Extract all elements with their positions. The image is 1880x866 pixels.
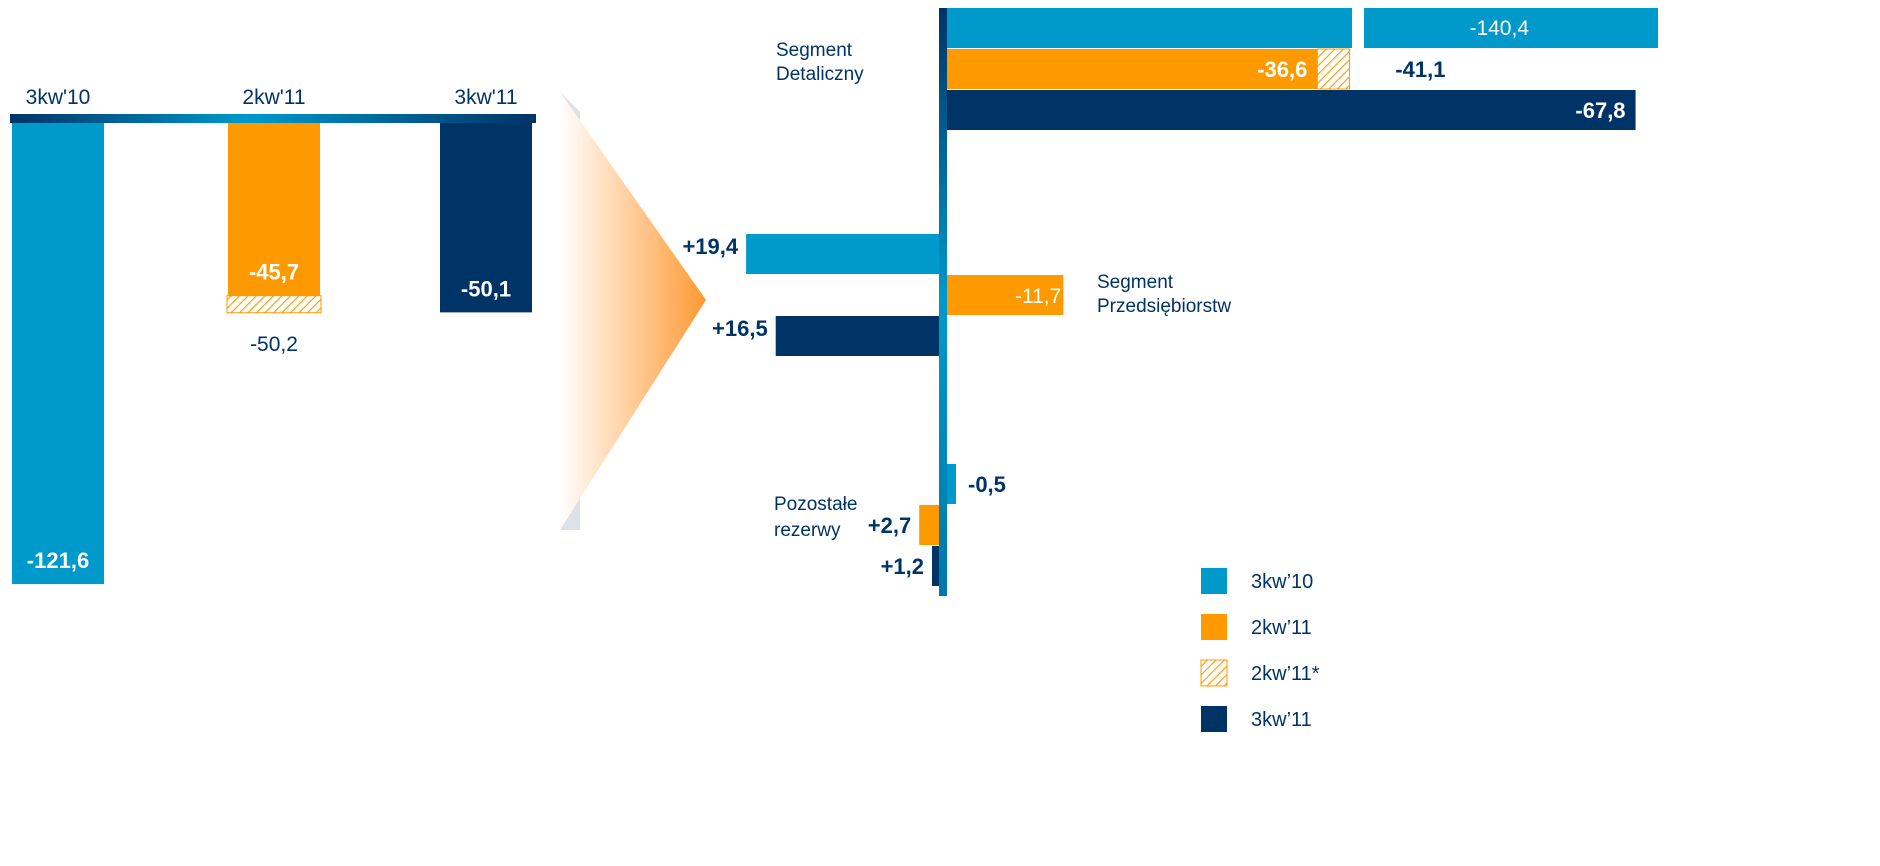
right-value-label: +19,4 bbox=[682, 234, 738, 259]
right-bar bbox=[944, 90, 1636, 130]
group-label: rezerwy bbox=[774, 520, 841, 541]
right-value-label: +2,7 bbox=[868, 513, 911, 538]
left-chart: 3kw'10 2kw'11 3kw'11 -121,6 -45,7 -50,1 -50,2 bbox=[10, 86, 536, 585]
right-value-label: -36,6 bbox=[1257, 57, 1307, 82]
left-bar bbox=[12, 122, 104, 585]
right-value-label: -0,5 bbox=[968, 472, 1006, 497]
right-value-label: +1,2 bbox=[881, 554, 924, 579]
legend-swatch bbox=[1201, 568, 1227, 594]
legend-label: 3kw’10 bbox=[1251, 571, 1313, 593]
right-bar-adjustment bbox=[1316, 48, 1350, 90]
left-category-label: 2kw'11 bbox=[242, 86, 305, 109]
left-axis bbox=[10, 114, 536, 123]
legend-label: 2kw’11 bbox=[1251, 617, 1312, 639]
right-bar bbox=[944, 8, 1352, 48]
legend: 3kw’10 2kw’11 2kw’11* 3kw’11 bbox=[1200, 568, 1320, 732]
transition-arrow bbox=[560, 92, 706, 530]
group-label: Pozostałe bbox=[774, 494, 857, 515]
right-adjusted-label: -41,1 bbox=[1395, 57, 1445, 82]
right-axis bbox=[939, 8, 947, 596]
group-label: Segment bbox=[1097, 272, 1174, 293]
right-chart: -140,4 -41,1 -36,6 -67,8 +19,4 -11,7 +16,5 -0,5… bbox=[682, 8, 1658, 596]
right-bar bbox=[746, 234, 944, 274]
left-adjusted-label: -50,2 bbox=[250, 333, 298, 356]
left-bar bbox=[440, 122, 532, 313]
axis-break-mark bbox=[1352, 8, 1364, 48]
left-category-label: 3kw'10 bbox=[26, 86, 91, 109]
legend-label: 2kw’11* bbox=[1251, 663, 1320, 685]
right-bar bbox=[1364, 8, 1658, 48]
left-bar-adjustment bbox=[226, 295, 322, 314]
legend-swatch bbox=[1201, 614, 1227, 640]
group-label: Detaliczny bbox=[776, 64, 864, 85]
right-value-label: +16,5 bbox=[712, 316, 768, 341]
legend-swatch bbox=[1201, 706, 1227, 732]
right-bar bbox=[944, 275, 1064, 315]
left-value-label: -45,7 bbox=[249, 260, 299, 285]
right-value-label: -67,8 bbox=[1575, 98, 1625, 123]
left-value-label: -50,1 bbox=[461, 276, 511, 301]
left-bar bbox=[228, 122, 320, 296]
right-value-label: -11,7 bbox=[1015, 285, 1061, 308]
right-bar bbox=[944, 49, 1318, 89]
right-value-label: -140,4 bbox=[1469, 17, 1529, 40]
arrow-shape bbox=[560, 92, 706, 530]
left-category-label: 3kw'11 bbox=[454, 86, 517, 109]
right-bar bbox=[775, 316, 944, 356]
legend-swatch bbox=[1200, 659, 1228, 687]
group-label: Przedsiębiorstw bbox=[1097, 296, 1231, 317]
legend-label: 3kw’11 bbox=[1251, 709, 1312, 731]
left-value-label: -121,6 bbox=[27, 548, 89, 573]
group-label: Segment bbox=[776, 40, 853, 61]
